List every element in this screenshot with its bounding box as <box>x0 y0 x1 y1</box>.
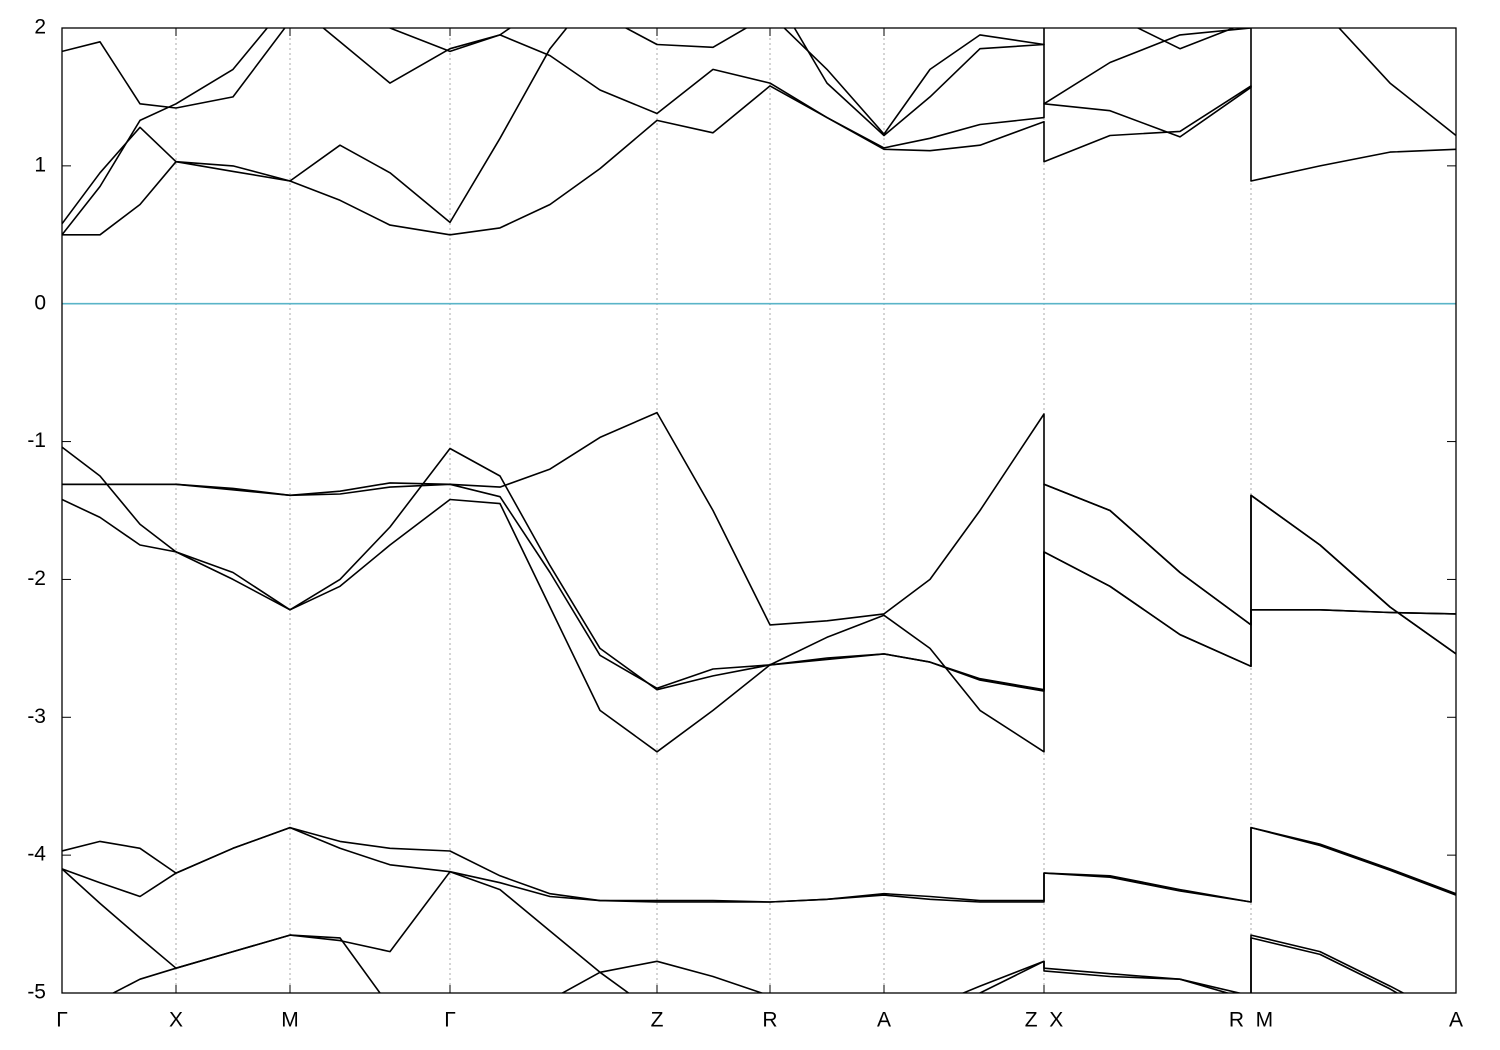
band-line <box>62 826 1456 903</box>
band-line <box>62 411 1456 655</box>
band-line <box>111 934 1399 993</box>
band-line <box>62 28 1236 135</box>
band-line <box>62 28 1252 236</box>
band-line <box>62 498 1456 753</box>
plot-area <box>62 28 1456 993</box>
band-line <box>62 28 1456 225</box>
y-tick-label: -3 <box>27 705 46 728</box>
x-tick-label: A <box>1449 1009 1463 1032</box>
x-tick-label: M <box>281 1009 299 1032</box>
x-tick-label: Γ <box>56 1009 68 1032</box>
x-tick-label: A <box>877 1009 891 1032</box>
y-tick-label: 2 <box>34 16 46 39</box>
band-line <box>62 483 1456 692</box>
y-tick-label: -4 <box>27 843 46 866</box>
x-tick-label: Γ <box>444 1009 456 1032</box>
band-line <box>62 446 1456 691</box>
y-tick-label: -1 <box>27 429 46 452</box>
plot-frame <box>61 27 1457 994</box>
x-tick-label: X <box>169 1009 183 1032</box>
y-tick-label: 1 <box>34 153 46 176</box>
y-tick-label: -2 <box>27 567 46 590</box>
x-tick-label: Z <box>651 1009 664 1032</box>
band-line <box>62 85 1456 236</box>
band-line <box>62 826 1456 903</box>
x-tick-label: R <box>762 1009 777 1032</box>
y-tick-label: -5 <box>27 981 46 1004</box>
x-tick-label: Z X <box>1025 1009 1064 1032</box>
y-tick-label: 0 <box>34 291 46 314</box>
x-tick-label: R M <box>1229 1009 1273 1032</box>
